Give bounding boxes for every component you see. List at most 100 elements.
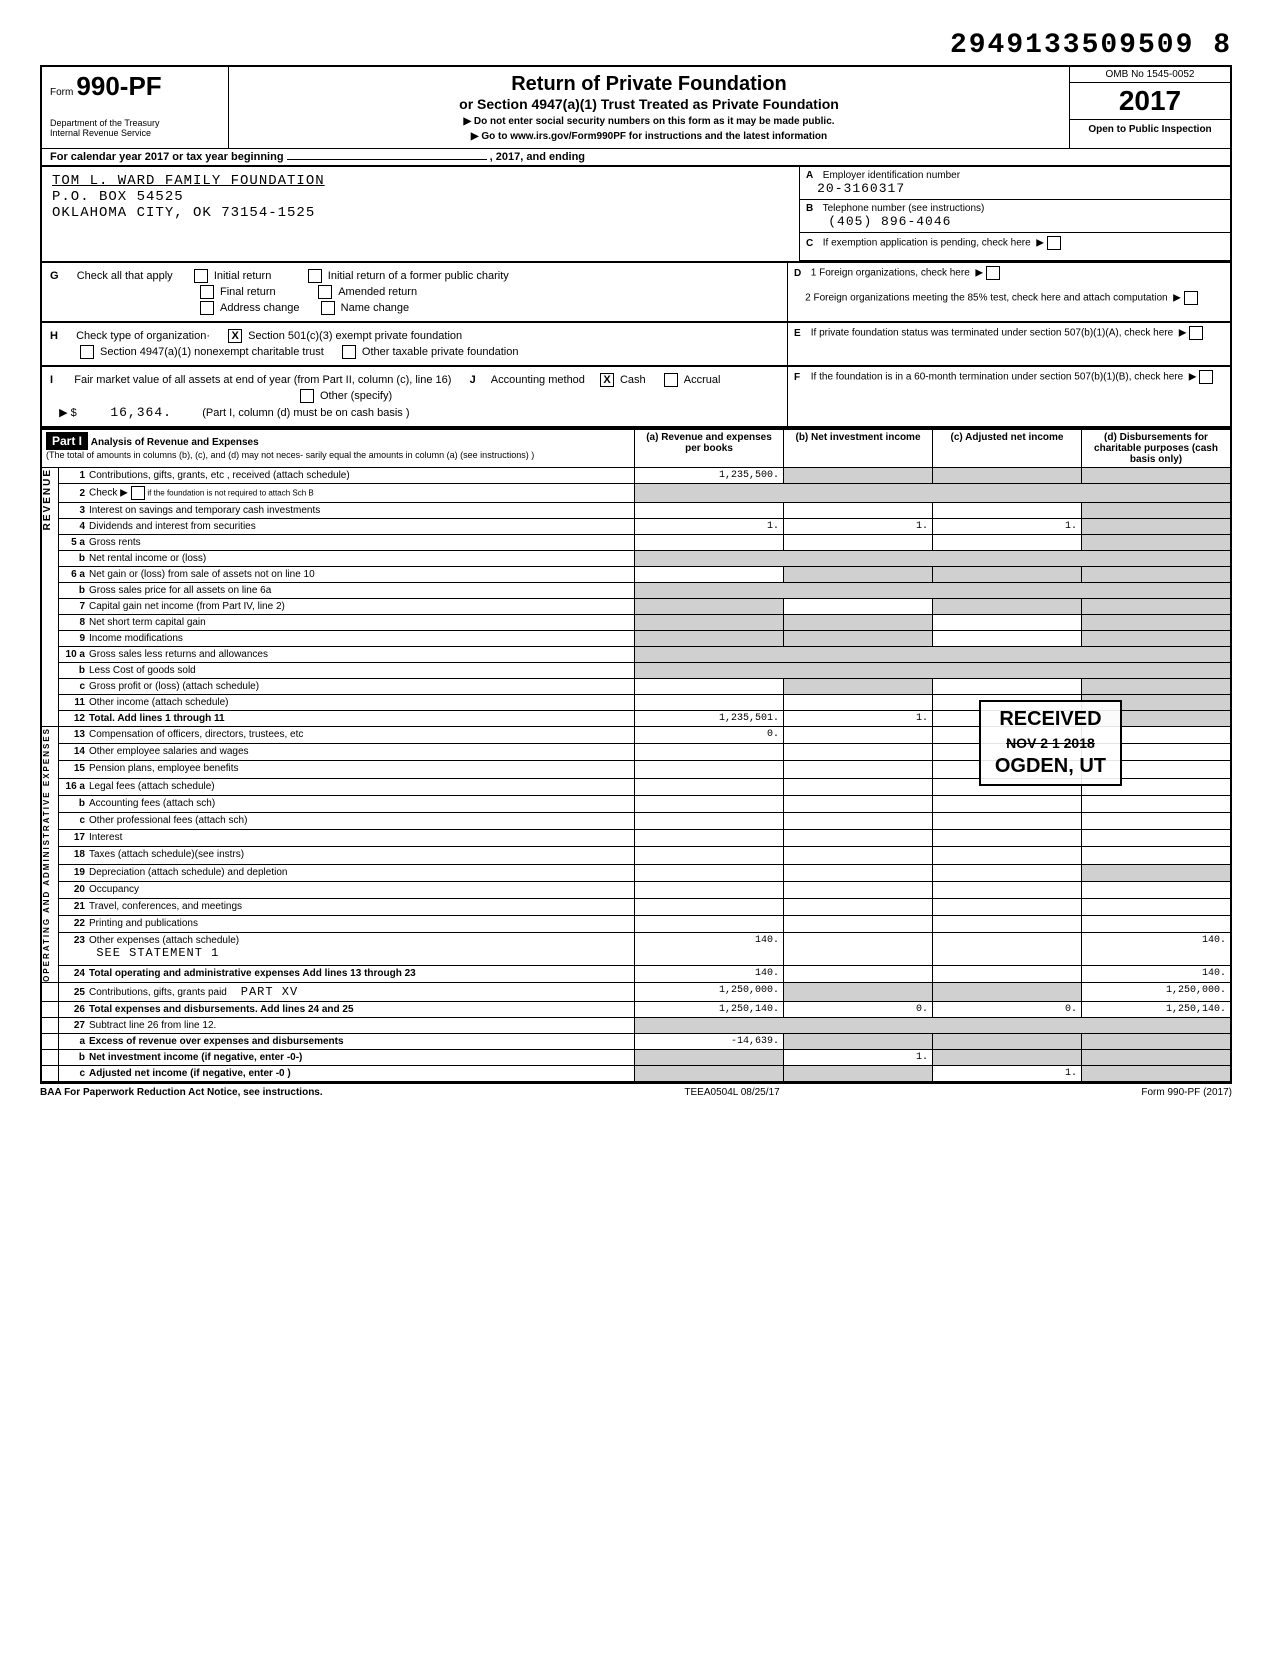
g-opt-0: Initial return [214,270,271,282]
line-11: Other income (attach schedule) [89,697,229,708]
line-10a: Gross sales less returns and allowances [89,649,268,660]
final-return-cb[interactable] [200,285,214,299]
address-change-cb[interactable] [200,301,214,315]
line-23: Other expenses (attach schedule) [89,935,239,946]
calendar-text-1: For calendar year 2017 or tax year begin… [50,151,284,163]
foreign-org-cb[interactable] [986,266,1000,280]
line-27c: Adjusted net income (if negative, enter … [89,1068,291,1079]
val-26a: 1,250,140. [635,1001,784,1017]
line-18: Taxes (attach schedule)(see instrs) [89,849,244,860]
ein-value: 20-3160317 [817,181,905,196]
val-12b: 1. [784,711,933,727]
initial-return-cb[interactable] [194,269,208,283]
tax-year: 2017 [1070,83,1230,120]
val-24d: 140. [1082,965,1232,982]
org-addr2: OKLAHOMA CITY, OK 73154-1525 [52,205,789,221]
4947-cb[interactable] [80,345,94,359]
d2-label: 2 Foreign organizations meeting the 85% … [805,293,1167,304]
part1-title: Analysis of Revenue and Expenses [91,437,259,448]
line-22: Printing and publications [89,918,198,929]
foreign-85-cb[interactable] [1184,291,1198,305]
exemption-pending-label: If exemption application is pending, che… [823,238,1031,249]
line-12: Total. Add lines 1 through 11 [89,713,225,724]
stamp-title: RECEIVED [995,708,1106,731]
e-label: If private foundation status was termina… [811,328,1173,339]
val-26d: 1,250,140. [1082,1001,1232,1017]
line-14: Other employee salaries and wages [89,746,249,757]
line-16b: Accounting fees (attach sch) [89,798,215,809]
exemption-checkbox[interactable] [1047,236,1061,250]
stamp-date: NOV 2 1 2018 [995,735,1106,751]
form-subtitle: or Section 4947(a)(1) Trust Treated as P… [235,96,1063,112]
line-16c: Other professional fees (attach sch) [89,815,247,826]
cash-cb[interactable]: X [600,373,614,387]
h-opt1: Section 501(c)(3) exempt private foundat… [248,330,462,342]
line-20: Occupancy [89,884,139,895]
phone-value: (405) 896-4046 [828,214,951,229]
h-opt2: Section 4947(a)(1) nonexempt charitable … [100,346,324,358]
received-stamp: RECEIVED NOV 2 1 2018 OGDEN, UT [979,700,1122,786]
check-section-g: G Check all that apply Initial return In… [40,261,1232,321]
g-opt-5: Name change [341,302,410,314]
line-27a: Excess of revenue over expenses and disb… [89,1036,344,1047]
line-7: Capital gain net income (from Part IV, l… [89,601,285,612]
line-15: Pension plans, employee benefits [89,763,239,774]
form-number: 990-PF [76,71,161,101]
terminated-cb[interactable] [1189,326,1203,340]
other-taxable-cb[interactable] [342,345,356,359]
val-4b: 1. [784,519,933,535]
accrual-cb[interactable] [664,373,678,387]
initial-former-cb[interactable] [308,269,322,283]
other-method-cb[interactable] [300,389,314,403]
col-a-header: (a) Revenue and expenses per books [635,429,784,468]
col-b-header: (b) Net investment income [784,429,933,468]
i-label: Fair market value of all assets at end o… [74,374,451,386]
g-opt-2: Address change [220,302,300,314]
val-1a: 1,235,500. [635,468,784,484]
instruction-1: ▶ Do not enter social security numbers o… [235,116,1063,127]
line-25-part: PART XV [241,985,298,999]
line-19: Depreciation (attach schedule) and deple… [89,867,287,878]
form-year-box: OMB No 1545-0052 2017 Open to Public Ins… [1069,67,1230,148]
document-locator-number: 2949133509509 8 [40,30,1232,61]
revenue-side-label: REVENUE [42,468,53,530]
line-3: Interest on savings and temporary cash i… [89,505,320,516]
g-opt-1: Final return [220,286,276,298]
val-24a: 140. [635,965,784,982]
g-opt-4: Amended return [338,286,417,298]
line-16a: Legal fees (attach schedule) [89,781,215,792]
501c3-cb[interactable]: X [228,329,242,343]
f-label: If the foundation is in a 60-month termi… [811,372,1183,383]
val-4c: 1. [933,519,1082,535]
60month-cb[interactable] [1199,370,1213,384]
page-footer: BAA For Paperwork Reduction Act Notice, … [40,1083,1232,1098]
part1-sub: (The total of amounts in columns (b), (c… [46,450,534,460]
val-26c: 0. [933,1001,1082,1017]
employer-info: A Employer identification number 20-3160… [799,167,1230,261]
admin-side-label: OPERATING AND ADMINISTRATIVE EXPENSES [42,727,51,982]
stamp-loc: OGDEN, UT [995,755,1106,778]
line-27b: Net investment income (if negative, ente… [89,1052,302,1063]
line-1: Contributions, gifts, grants, etc , rece… [89,470,350,481]
val-27cc: 1. [933,1065,1082,1082]
form-title: Return of Private Foundation [235,73,1063,96]
amended-cb[interactable] [318,285,332,299]
line-23-stmt: SEE STATEMENT 1 [96,946,219,960]
h-opt3: Other taxable private foundation [362,346,519,358]
val-12a: 1,235,501. [635,711,784,727]
d1-label: 1 Foreign organizations, check here [811,268,970,279]
line-6b: Gross sales price for all assets on line… [89,585,271,596]
line-13: Compensation of officers, directors, tru… [89,729,303,740]
calendar-text-2: , 2017, and ending [490,151,585,163]
part1-label: Part I [46,432,88,450]
name-change-cb[interactable] [321,301,335,315]
footer-left: BAA For Paperwork Reduction Act Notice, … [40,1087,323,1098]
department-label: Department of the Treasury Internal Reve… [50,118,220,138]
col-d-header: (d) Disbursements for charitable purpose… [1082,429,1232,468]
line-26: Total expenses and disbursements. Add li… [89,1004,354,1015]
val-27bb: 1. [784,1049,933,1065]
check-section-ij: I Fair market value of all assets at end… [40,365,1232,428]
line-21: Travel, conferences, and meetings [89,901,242,912]
schb-cb[interactable] [131,486,145,500]
line-9: Income modifications [89,633,183,644]
